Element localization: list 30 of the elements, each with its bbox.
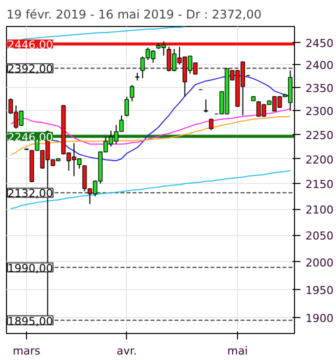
ref-line-label: 1895,00 xyxy=(8,314,53,328)
candlestick xyxy=(130,84,134,102)
y-tick-label: 2300 xyxy=(306,105,334,118)
candlestick xyxy=(208,118,214,131)
y-tick-label: 2150 xyxy=(306,178,334,192)
y-tick-label: 2350 xyxy=(306,82,334,95)
y-tick-label: 1950 xyxy=(306,284,334,297)
candlestick xyxy=(135,72,140,81)
chart-title: 19 févr. 2019 - 16 mai 2019 - Dr : 2372,00 xyxy=(6,8,262,22)
y-tick-label: 1900 xyxy=(306,312,334,325)
y-tick-label: 2000 xyxy=(306,256,334,270)
y-tick-label: 2100 xyxy=(306,204,334,217)
y-tick-label: 2050 xyxy=(306,230,334,243)
line-series xyxy=(20,26,186,40)
candlestick xyxy=(124,96,129,117)
line-series xyxy=(10,116,291,156)
ref-line-label: 2132,00 xyxy=(8,187,53,200)
y-tick-label: 2200 xyxy=(306,153,334,166)
x-tick-label: avr. xyxy=(116,344,137,358)
ref-line-label: 2392,00 xyxy=(8,62,53,76)
line-series xyxy=(10,170,291,210)
y-tick-label: 2400 xyxy=(306,59,334,72)
ref-line-label: 2446,00 xyxy=(8,38,53,52)
x-tick-label: mai xyxy=(227,344,248,358)
ref-line-label: 2246,00 xyxy=(8,130,53,144)
x-tick-label: mars xyxy=(12,344,41,358)
ref-line-label: 1990,00 xyxy=(8,262,53,275)
y-tick-label: 2450 xyxy=(306,36,334,50)
line-series xyxy=(52,74,291,162)
y-tick-label: 2250 xyxy=(306,128,334,142)
